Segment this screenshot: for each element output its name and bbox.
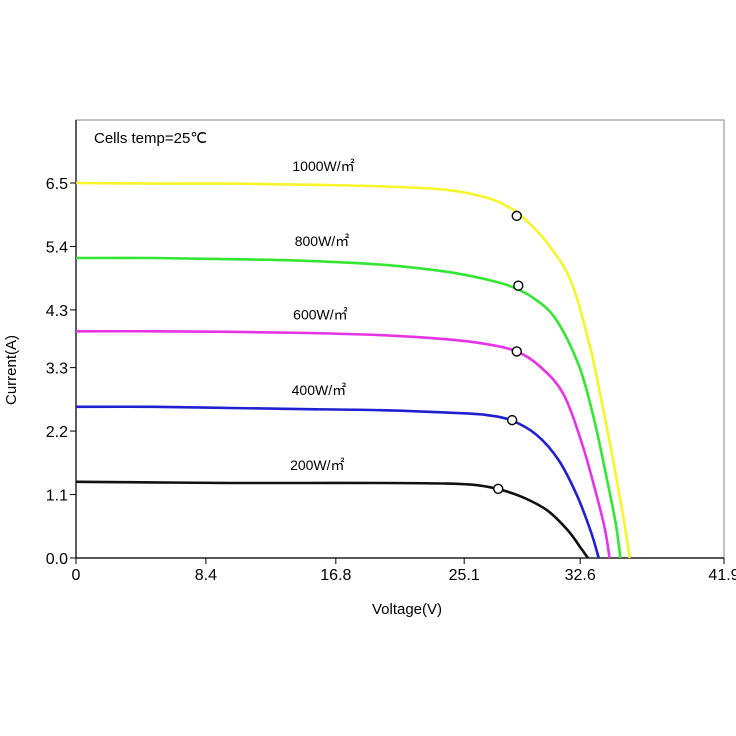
- series-label-400w: 400W/㎡: [292, 382, 346, 398]
- y-tick-label: 1.1: [46, 488, 68, 505]
- x-tick-label: 25.1: [449, 567, 480, 584]
- y-axis-title: Current(A): [3, 335, 20, 405]
- plot-frame: [75, 119, 725, 559]
- series-label-800w: 800W/㎡: [295, 233, 349, 249]
- curve-labels-layer: 1000W/㎡ 800W/㎡ 600W/㎡ 400W/㎡ 200W/㎡: [290, 158, 355, 473]
- x-tick-label: 32.6: [565, 567, 596, 584]
- series-line-1000w: [75, 181, 631, 559]
- x-tick-label: 16.8: [320, 567, 351, 584]
- y-tick-label: 5.4: [46, 239, 68, 256]
- series-line-600w: [75, 329, 611, 559]
- temperature-annotation: Cells temp=25℃: [94, 130, 207, 147]
- y-tick-label: 2.2: [46, 424, 68, 441]
- series-label-200w: 200W/㎡: [290, 457, 344, 473]
- x-axis-title: Voltage(V): [372, 601, 442, 618]
- x-tick-label: 41.9: [708, 567, 736, 584]
- mpp-marker-600w: [511, 346, 522, 357]
- mpp-layer: [493, 210, 524, 494]
- series-line-400w: [75, 405, 600, 559]
- series-label-600w: 600W/㎡: [293, 306, 347, 322]
- x-tick-label: 0: [72, 567, 81, 584]
- x-tick-label: 8.4: [195, 567, 217, 584]
- y-tick-label: 4.3: [46, 303, 68, 320]
- y-tick-label: 0.0: [46, 551, 68, 568]
- mpp-marker-800w: [513, 280, 524, 291]
- series-line-200w: [75, 480, 589, 559]
- mpp-marker-1000w: [511, 210, 522, 222]
- y-tick-label: 3.3: [46, 361, 68, 378]
- mpp-marker-200w: [493, 483, 504, 494]
- series-label-1000w: 1000W/㎡: [292, 158, 354, 174]
- series-layer: [75, 181, 631, 559]
- mpp-marker-400w: [506, 414, 518, 426]
- ticks-layer: 0 8.4 16.8 25.1 32.6 41.9 0.0 1.1 2.2 3.3 4.3 5.4 6.…: [46, 176, 736, 584]
- y-tick-label: 6.5: [46, 176, 68, 193]
- series-line-800w: [75, 256, 622, 559]
